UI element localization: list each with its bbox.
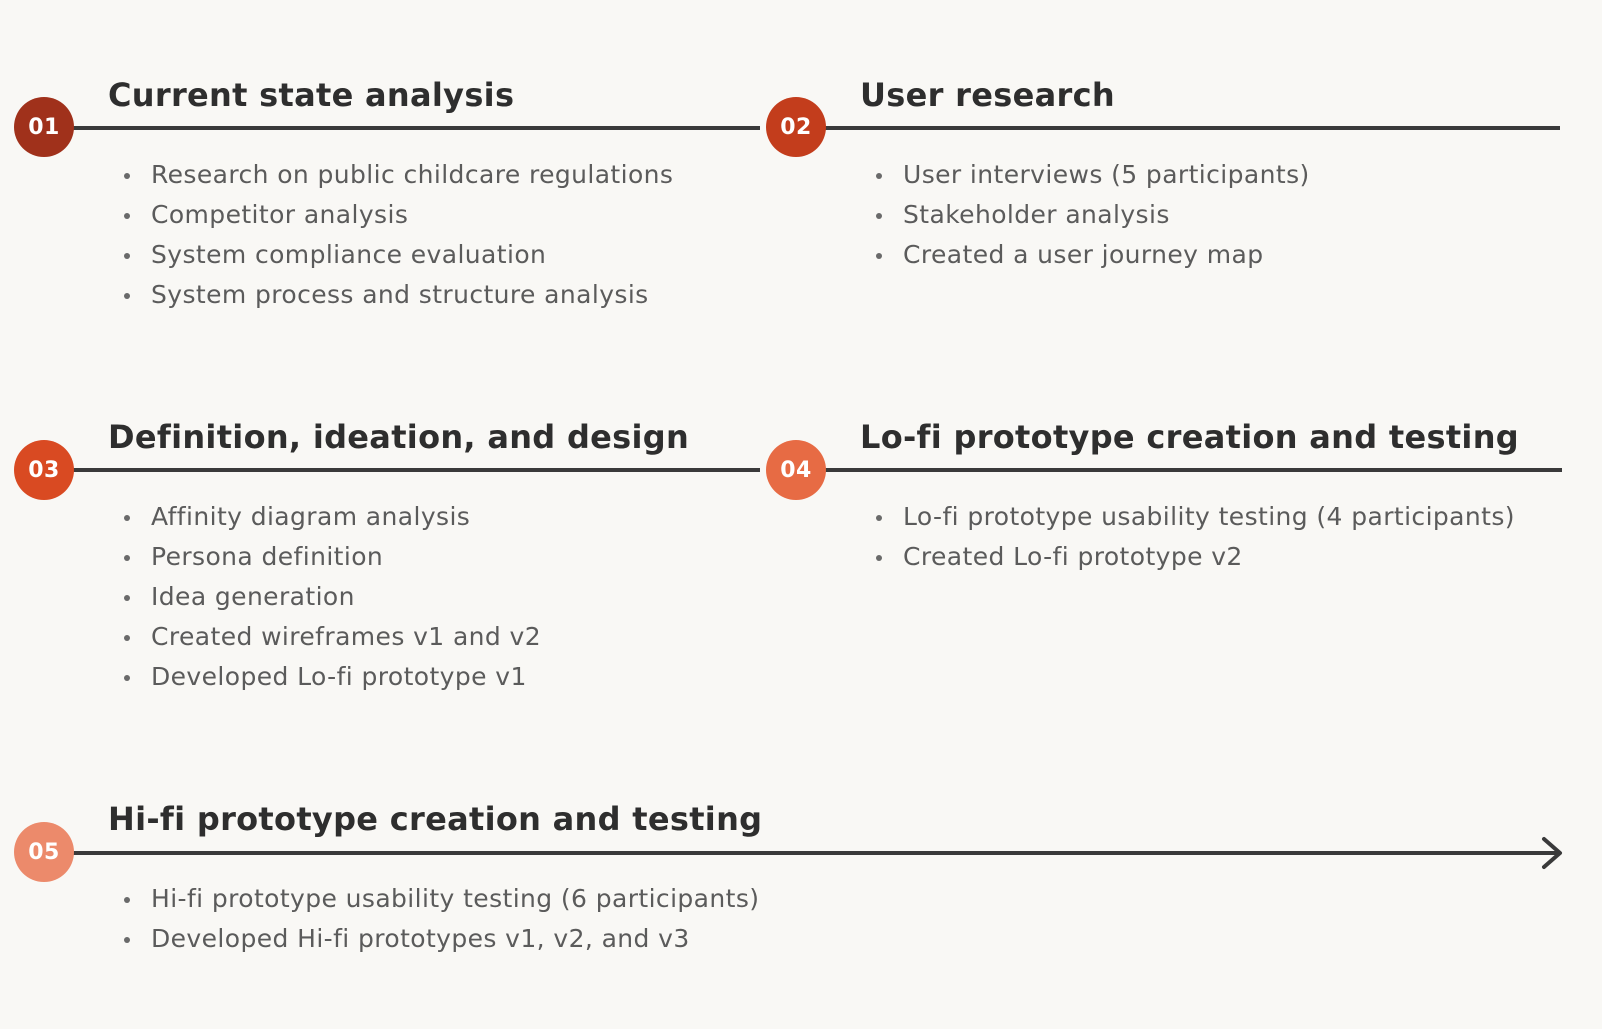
list-item-text: User interviews (5 participants) xyxy=(903,160,1310,189)
list-item-text: Research on public childcare regulations xyxy=(151,160,674,189)
bullet-icon xyxy=(124,293,130,299)
bullet-icon xyxy=(876,555,882,561)
step-number-badge: 01 xyxy=(14,97,74,157)
step-title: Lo-fi prototype creation and testing xyxy=(860,418,1519,456)
list-item: System process and structure analysis xyxy=(124,275,673,315)
step-items: Hi-fi prototype usability testing (6 par… xyxy=(124,879,759,959)
list-item-text: Idea generation xyxy=(151,582,355,611)
bullet-icon xyxy=(876,173,882,179)
list-item: Competitor analysis xyxy=(124,195,673,235)
list-item: Lo-fi prototype usability testing (4 par… xyxy=(876,497,1515,537)
step-number-badge: 03 xyxy=(14,440,74,500)
list-item: User interviews (5 participants) xyxy=(876,155,1310,195)
list-item-text: Competitor analysis xyxy=(151,200,409,229)
list-item-text: Created Lo-fi prototype v2 xyxy=(903,542,1243,571)
bullet-icon xyxy=(876,213,882,219)
step-title: Hi-fi prototype creation and testing xyxy=(108,800,763,838)
bullet-icon xyxy=(124,555,130,561)
step-items: User interviews (5 participants) Stakehol… xyxy=(876,155,1310,275)
list-item-text: Affinity diagram analysis xyxy=(151,502,471,531)
list-item-text: Hi-fi prototype usability testing (6 par… xyxy=(151,884,760,913)
list-item: Created wireframes v1 and v2 xyxy=(124,617,541,657)
step-title: User research xyxy=(860,76,1115,114)
list-item: Developed Hi-fi prototypes v1, v2, and v… xyxy=(124,919,759,959)
step-title: Current state analysis xyxy=(108,76,515,114)
list-item: System compliance evaluation xyxy=(124,235,673,275)
bullet-icon xyxy=(124,635,130,641)
list-item: Research on public childcare regulations xyxy=(124,155,673,195)
list-item: Hi-fi prototype usability testing (6 par… xyxy=(124,879,759,919)
step-title: Definition, ideation, and design xyxy=(108,418,690,456)
bullet-icon xyxy=(876,253,882,259)
step-items: Affinity diagram analysis Persona definit… xyxy=(124,497,541,697)
step-items: Research on public childcare regulations… xyxy=(124,155,673,315)
list-item-text: System compliance evaluation xyxy=(151,240,547,269)
list-item: Persona definition xyxy=(124,537,541,577)
bullet-icon xyxy=(124,253,130,259)
bullet-icon xyxy=(124,897,130,903)
list-item-text: Persona definition xyxy=(151,542,384,571)
bullet-icon xyxy=(124,213,130,219)
step-number-badge: 02 xyxy=(766,97,826,157)
list-item-text: Developed Hi-fi prototypes v1, v2, and v… xyxy=(151,924,690,953)
timeline-line xyxy=(796,126,1560,130)
bullet-icon xyxy=(124,173,130,179)
list-item: Created Lo-fi prototype v2 xyxy=(876,537,1515,577)
list-item: Affinity diagram analysis xyxy=(124,497,541,537)
bullet-icon xyxy=(876,515,882,521)
list-item-text: System process and structure analysis xyxy=(151,280,649,309)
bullet-icon xyxy=(124,515,130,521)
step-number-badge: 05 xyxy=(14,822,74,882)
list-item-text: Stakeholder analysis xyxy=(903,200,1170,229)
list-item-text: Created wireframes v1 and v2 xyxy=(151,622,542,651)
timeline-line xyxy=(796,468,1562,472)
bullet-icon xyxy=(124,675,130,681)
step-items: Lo-fi prototype usability testing (4 par… xyxy=(876,497,1515,577)
list-item-text: Developed Lo-fi prototype v1 xyxy=(151,662,527,691)
step-number-badge: 04 xyxy=(766,440,826,500)
list-item-text: Created a user journey map xyxy=(903,240,1264,269)
arrow-head-icon xyxy=(1542,837,1562,869)
bullet-icon xyxy=(124,595,130,601)
timeline-line xyxy=(44,468,760,472)
list-item: Idea generation xyxy=(124,577,541,617)
list-item: Developed Lo-fi prototype v1 xyxy=(124,657,541,697)
list-item: Created a user journey map xyxy=(876,235,1310,275)
timeline-line xyxy=(44,126,760,130)
bullet-icon xyxy=(124,937,130,943)
list-item-text: Lo-fi prototype usability testing (4 par… xyxy=(903,502,1515,531)
timeline-line xyxy=(44,851,1558,855)
list-item: Stakeholder analysis xyxy=(876,195,1310,235)
